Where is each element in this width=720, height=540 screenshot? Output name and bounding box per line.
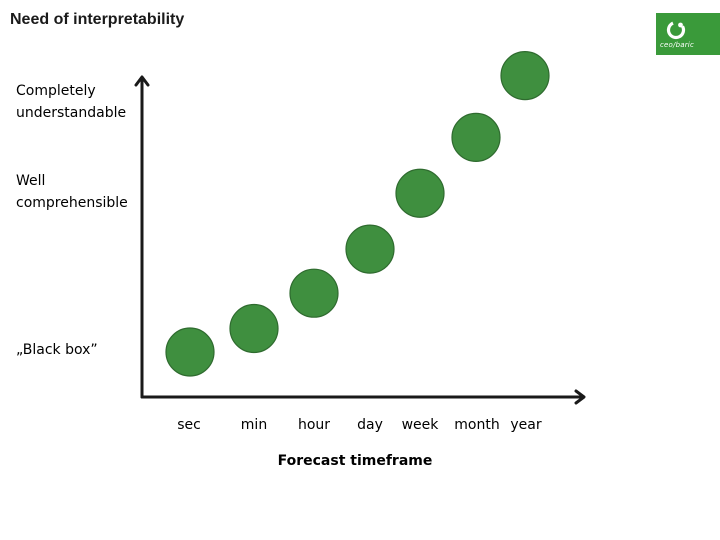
x-tick-label: day — [357, 417, 383, 433]
brand-logo: ceo/baric — [656, 13, 720, 55]
data-point-year — [500, 51, 550, 101]
x-axis-arrowhead — [574, 389, 586, 405]
x-tick-label: year — [510, 417, 541, 433]
data-point-sec — [165, 327, 215, 377]
chart-axes — [134, 75, 586, 405]
brand-logo-text: ceo/baric — [660, 40, 695, 49]
y-label-line: understandable — [16, 105, 127, 121]
y-label-line: Completely — [16, 83, 96, 99]
y-label-well-comprehensible: Well comprehensible — [16, 170, 128, 214]
slide-title: Need of interpretability — [10, 11, 185, 28]
y-label-completely-understandable: Completely understandable — [16, 80, 126, 124]
y-label-line: „Black box” — [16, 342, 98, 358]
brand-logo-icon — [666, 20, 686, 39]
chart-points — [165, 51, 550, 377]
x-tick-label: month — [454, 417, 499, 433]
y-label-line: comprehensible — [16, 195, 128, 211]
data-point-day — [345, 224, 395, 274]
y-label-line: Well — [16, 173, 46, 189]
x-tick-label: hour — [298, 417, 330, 433]
data-point-week — [395, 168, 445, 218]
x-tick-label: week — [402, 417, 440, 433]
data-point-month — [451, 112, 501, 162]
data-point-min — [229, 303, 279, 354]
y-label-black-box: „Black box” — [16, 339, 98, 361]
y-axis-arrowhead — [134, 75, 150, 87]
x-tick-label: min — [241, 417, 267, 433]
x-tick-label: sec — [177, 417, 201, 433]
chart-x-ticks: sec min hour day week month year — [177, 417, 542, 433]
x-axis-title: Forecast timeframe — [278, 453, 433, 469]
data-point-hour — [289, 268, 339, 318]
